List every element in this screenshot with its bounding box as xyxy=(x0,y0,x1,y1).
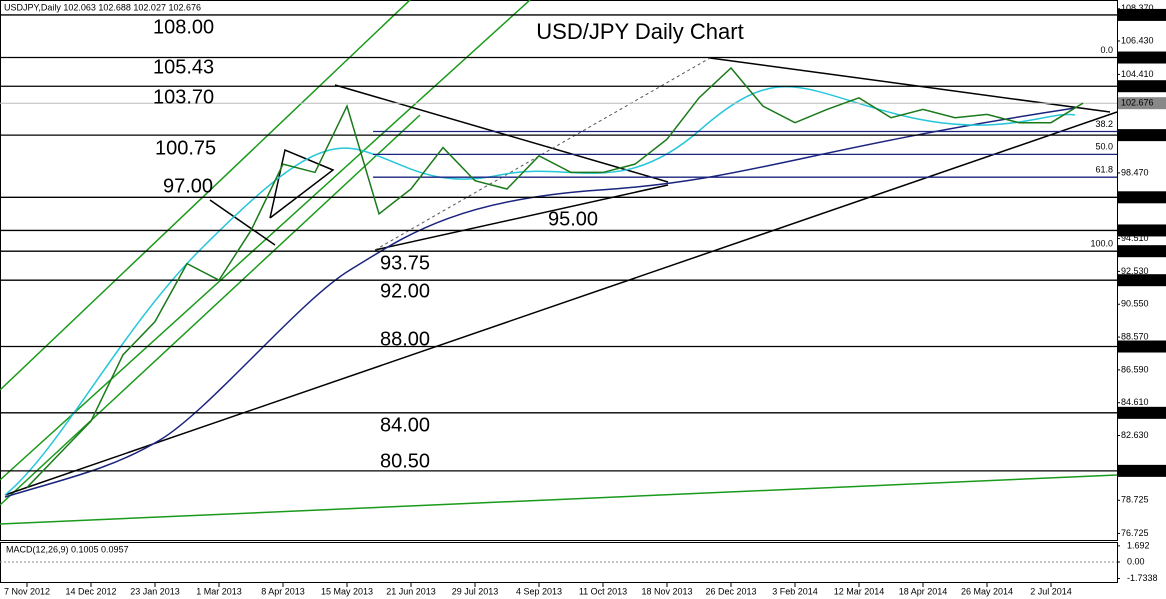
header: USDJPY,Daily 102.063 102.688 102.027 102… xyxy=(4,2,201,12)
level-axis-label: 100.750 xyxy=(1121,129,1154,139)
x-tick-label: 18 Nov 2013 xyxy=(641,586,692,596)
x-tick-label: 23 Jan 2013 xyxy=(130,586,180,596)
x-tick-label: 18 Apr 2014 xyxy=(899,586,948,596)
x-tick-label: 15 May 2013 xyxy=(321,586,373,596)
level-box xyxy=(1118,224,1166,237)
y-tick-label: 108.370 xyxy=(1121,3,1154,13)
x-tick-label: 26 May 2014 xyxy=(961,586,1013,596)
last-price-box xyxy=(1118,97,1166,110)
level-label: 88.00 xyxy=(380,328,430,350)
level-box xyxy=(1118,245,1166,258)
level-box xyxy=(1118,406,1166,419)
level-axis-label: 103.700 xyxy=(1121,81,1154,91)
x-tick-label: 3 Feb 2014 xyxy=(772,586,818,596)
y-tick-label: 78.725 xyxy=(1121,495,1149,505)
fib-label: 38.2 xyxy=(1095,119,1113,129)
x-tick-label: 21 Jun 2013 xyxy=(386,586,436,596)
level-box xyxy=(1118,51,1166,64)
level-axis-label: 84.000 xyxy=(1121,407,1149,417)
fib-label: 50.0 xyxy=(1095,142,1113,152)
y-tick-label: 92.530 xyxy=(1121,266,1149,276)
level-box xyxy=(1118,191,1166,204)
level-label: 93.75 xyxy=(380,252,430,274)
y-tick-label: 94.510 xyxy=(1121,233,1149,243)
level-label: 97.00 xyxy=(163,175,213,197)
fib-label: 0.0 xyxy=(1100,45,1113,55)
level-axis-label: 80.500 xyxy=(1121,465,1149,475)
level-box xyxy=(1118,464,1166,477)
fib-label: 61.8 xyxy=(1095,165,1113,175)
macd-tick-label: 1.692 xyxy=(1127,540,1150,550)
level-label: 103.70 xyxy=(153,86,214,108)
level-label: 92.00 xyxy=(380,280,430,302)
x-tick-label: 14 Dec 2012 xyxy=(65,586,116,596)
y-tick-label: 98.470 xyxy=(1121,167,1149,177)
level-label: 100.75 xyxy=(155,137,216,159)
level-label: 80.50 xyxy=(380,450,430,472)
level-label: 108.00 xyxy=(153,16,214,38)
chart-title: USD/JPY Daily Chart xyxy=(536,19,743,44)
x-tick-label: 11 Oct 2013 xyxy=(579,586,627,596)
y-tick-label: 82.630 xyxy=(1121,430,1149,440)
level-box xyxy=(1118,80,1166,93)
x-tick-label: 12 Mar 2014 xyxy=(834,586,885,596)
main-panel xyxy=(0,0,1118,541)
x-tick-label: 4 Sep 2013 xyxy=(516,586,562,596)
y-tick-label: 76.725 xyxy=(1121,528,1149,538)
x-tick-label: 7 Nov 2012 xyxy=(4,586,50,596)
macd-label: MACD(12,26,9) 0.1005 0.0957 xyxy=(6,544,129,554)
level-axis-label: 95.000 xyxy=(1121,225,1149,235)
y-tick-label: 86.590 xyxy=(1121,364,1149,374)
level-axis-label: 105.430 xyxy=(1121,52,1154,62)
level-axis-label: 88.000 xyxy=(1121,341,1149,351)
level-box xyxy=(1118,8,1166,21)
level-box xyxy=(1118,340,1166,353)
x-tick-label: 8 Apr 2013 xyxy=(261,586,305,596)
y-tick-label: 90.550 xyxy=(1121,299,1149,309)
level-label: 95.00 xyxy=(548,208,598,230)
level-axis-label: 92.000 xyxy=(1121,275,1149,285)
level-label: 105.43 xyxy=(153,56,214,78)
macd-tick-label: 0.00 xyxy=(1127,556,1145,566)
fib-label: 100.0 xyxy=(1090,239,1113,249)
y-tick-label: 88.570 xyxy=(1121,331,1149,341)
y-tick-label: 106.430 xyxy=(1121,35,1154,45)
level-axis-label: 93.750 xyxy=(1121,246,1149,256)
last-price-label: 102.676 xyxy=(1121,98,1154,108)
price-line xyxy=(26,66,1084,488)
level-box xyxy=(1118,274,1166,287)
macd-tick-label: -1.7338 xyxy=(1127,573,1158,583)
level-label: 84.00 xyxy=(380,414,430,436)
y-tick-label: 84.610 xyxy=(1121,397,1149,407)
x-tick-label: 1 Mar 2013 xyxy=(196,586,242,596)
level-axis-label: 108.000 xyxy=(1121,9,1154,19)
x-tick-label: 2 Jul 2014 xyxy=(1030,586,1072,596)
y-tick-label: 104.410 xyxy=(1121,69,1154,79)
x-tick-label: 29 Jul 2013 xyxy=(452,586,499,596)
level-axis-label: 97.000 xyxy=(1121,192,1149,202)
x-tick-label: 26 Dec 2013 xyxy=(705,586,756,596)
level-box xyxy=(1118,129,1166,142)
